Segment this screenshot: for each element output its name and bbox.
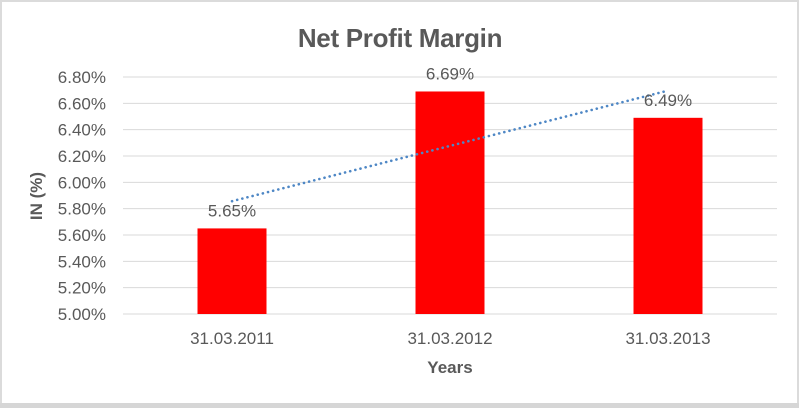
y-tick-label: 5.20% bbox=[58, 279, 106, 298]
y-tick-label: 5.40% bbox=[58, 252, 106, 271]
chart-title: Net Profit Margin bbox=[298, 23, 502, 53]
y-tick-label: 6.00% bbox=[58, 173, 106, 192]
x-tick-label: 31.03.2013 bbox=[625, 329, 710, 348]
x-axis-title: Years bbox=[427, 358, 472, 377]
y-axis-tick-labels: 5.00% 5.20% 5.40% 5.60% 5.80% 6.00% 6.20% 6.40%… bbox=[58, 68, 106, 324]
data-label: 6.49% bbox=[644, 91, 692, 110]
x-tick-label: 31.03.2011 bbox=[190, 329, 274, 348]
data-label: 5.65% bbox=[208, 201, 256, 220]
y-tick-label: 5.80% bbox=[58, 200, 106, 219]
data-label: 6.69% bbox=[426, 64, 474, 83]
bar-31.03.2013 bbox=[633, 117, 703, 314]
y-tick-label: 6.60% bbox=[58, 94, 106, 113]
x-tick-label: 31.03.2012 bbox=[407, 329, 492, 348]
y-axis-title: IN (%) bbox=[27, 172, 46, 220]
bars bbox=[197, 91, 703, 314]
y-tick-label: 6.40% bbox=[58, 121, 106, 140]
bar-31.03.2011 bbox=[197, 228, 267, 314]
trendline bbox=[230, 89, 670, 203]
y-tick-label: 6.20% bbox=[58, 147, 106, 166]
y-tick-label: 5.00% bbox=[58, 305, 106, 324]
y-tick-label: 6.80% bbox=[58, 68, 106, 87]
x-axis-tick-labels: 31.03.2011 31.03.2012 31.03.2013 bbox=[190, 329, 710, 348]
y-tick-label: 5.60% bbox=[58, 226, 106, 245]
bar-31.03.2012 bbox=[415, 91, 485, 314]
data-labels: 5.65% 6.69% 6.49% bbox=[208, 64, 692, 220]
